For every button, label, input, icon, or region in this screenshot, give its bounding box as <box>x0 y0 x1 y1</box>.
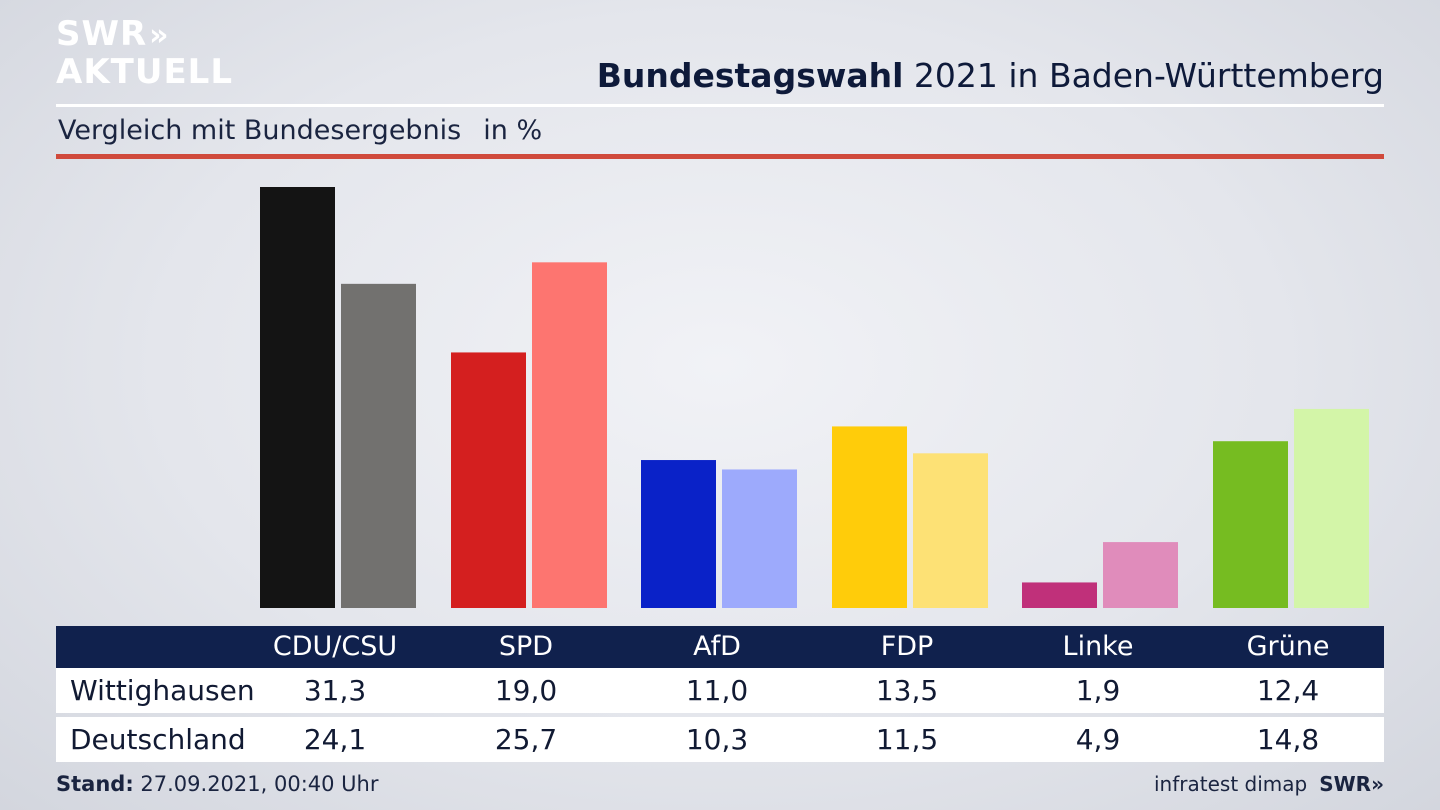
table-cell: 11,5 <box>875 723 939 756</box>
logo-line-2: AKTUELL <box>56 52 234 92</box>
bar-cdu-csu-wittighausen <box>260 187 335 608</box>
page-title: Bundestagswahl 2021 in Baden-Württemberg <box>597 56 1384 95</box>
bar-spd-wittighausen <box>451 352 526 608</box>
bar-grüne-wittighausen <box>1213 441 1288 608</box>
column-header: FDP <box>880 631 934 662</box>
source-credit: infratest dimap SWR» <box>1154 772 1384 796</box>
bar-chart <box>260 187 1369 608</box>
bar-fdp-deutschland <box>913 453 988 608</box>
bar-cdu-csu-deutschland <box>341 283 416 608</box>
table-cell: 12,4 <box>1256 674 1320 707</box>
logo-line-1: SWR» <box>56 14 169 54</box>
column-header: CDU/CSU <box>272 631 398 662</box>
timestamp: Stand: 27.09.2021, 00:40 Uhr <box>56 772 379 796</box>
table-cell: 1,9 <box>1075 674 1121 707</box>
table-cell: 19,0 <box>494 674 558 707</box>
stand-label: Stand: <box>56 772 134 796</box>
column-header: SPD <box>498 631 554 662</box>
table-cell: 24,1 <box>303 723 367 756</box>
subtitle-divider <box>56 154 1384 159</box>
table-cell: 14,8 <box>1256 723 1320 756</box>
source-name: infratest dimap <box>1154 772 1308 796</box>
subtitle-unit: in % <box>483 115 543 146</box>
column-header: AfD <box>693 631 741 662</box>
swr-footer-logo: SWR» <box>1319 772 1384 796</box>
bar-fdp-wittighausen <box>832 426 907 608</box>
row-label: Wittighausen <box>70 674 255 707</box>
table-cell: 4,9 <box>1075 723 1121 756</box>
bar-grüne-deutschland <box>1294 408 1369 608</box>
subtitle: Vergleich mit Bundesergebnis in % <box>58 115 542 146</box>
stand-value: 27.09.2021, 00:40 Uhr <box>133 772 379 796</box>
column-header: Grüne <box>1246 631 1330 662</box>
table-cell: 25,7 <box>494 723 558 756</box>
bar-afd-wittighausen <box>641 460 716 608</box>
subtitle-text: Vergleich mit Bundesergebnis <box>58 115 462 146</box>
row-label: Deutschland <box>70 723 246 756</box>
column-header: Linke <box>1062 631 1134 662</box>
bar-linke-wittighausen <box>1022 582 1097 608</box>
bar-linke-deutschland <box>1103 542 1178 608</box>
table-cell: 13,5 <box>875 674 939 707</box>
bar-spd-deutschland <box>532 262 607 608</box>
swr-aktuell-logo: SWR» AKTUELL <box>56 16 233 90</box>
title-divider <box>56 104 1384 107</box>
table-cell: 11,0 <box>685 674 749 707</box>
title-rest: 2021 in Baden-Württemberg <box>903 56 1384 95</box>
title-bold: Bundestagswahl <box>596 56 904 95</box>
table-cell: 31,3 <box>303 674 367 707</box>
bar-afd-deutschland <box>722 469 797 608</box>
table-header-row: CDU/CSU SPD AfD FDP Linke Grüne <box>56 626 1384 668</box>
table-row: Wittighausen 31,3 19,0 11,0 13,5 1,9 12,4 <box>56 668 1384 713</box>
table-row: Deutschland 24,1 25,7 10,3 11,5 4,9 14,8 <box>56 717 1384 762</box>
results-table: CDU/CSU SPD AfD FDP Linke Grüne Wittighausen … <box>56 626 1384 762</box>
table-cell: 10,3 <box>685 723 749 756</box>
